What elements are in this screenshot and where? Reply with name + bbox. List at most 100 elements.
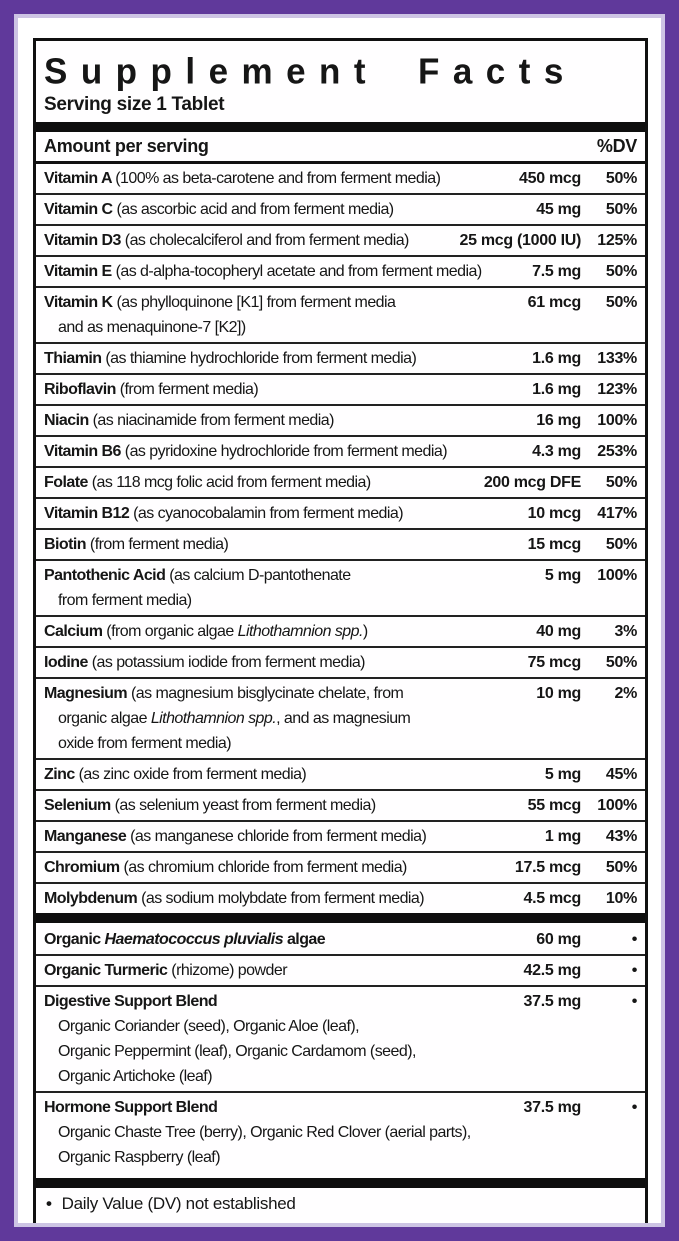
supplement-facts-panel: Supplement Facts Serving size 1 Tablet A… <box>33 38 648 1228</box>
table-row: Manganese (as manganese chloride from fe… <box>36 820 645 851</box>
dv-cell: 50% <box>605 654 637 672</box>
amount-cell: 42.5 mg <box>523 962 582 980</box>
ingredient-name-line: Iodine (as potassium iodide from ferment… <box>44 654 366 672</box>
panel-title: Supplement Facts <box>44 51 577 92</box>
ingredient-cell: Pantothenic Acid (as calcium D-pantothen… <box>44 563 491 613</box>
ingredient-subline: Organic Peppermint (leaf), Organic Carda… <box>58 1043 416 1061</box>
ingredient-name-line: Folate (as 118 mcg folic acid from ferme… <box>44 474 371 492</box>
dv-cell: • <box>631 1099 638 1117</box>
section-divider-top <box>36 122 645 133</box>
table-row: Riboflavin (from ferment media) 1.6 mg 123… <box>36 373 645 404</box>
table-row: Folate (as 118 mcg folic acid from ferme… <box>36 466 645 497</box>
ingredient-cell: Iodine (as potassium iodide from ferment… <box>44 650 491 675</box>
ingredient-cell: Vitamin E (as d-alpha-tocopheryl acetate… <box>44 259 491 284</box>
ingredient-cell: Biotin (from ferment media) <box>44 532 491 557</box>
dv-cell: 100% <box>597 567 637 585</box>
ingredient-name-line: Vitamin E (as d-alpha-tocopheryl acetate… <box>44 263 482 281</box>
amount-cell: 15 mcg <box>527 536 582 554</box>
ingredient-subline: Organic Coriander (seed), Organic Aloe (… <box>58 1018 360 1036</box>
ingredient-cell: Calcium (from organic algae Lithothamnio… <box>44 619 491 644</box>
table-row: Vitamin E (as d-alpha-tocopheryl acetate… <box>36 255 645 286</box>
table-row: Vitamin A (100% as beta-carotene and fro… <box>36 164 645 193</box>
amount-cell: 37.5 mg <box>523 993 582 1011</box>
ingredient-name-line: Riboflavin (from ferment media) <box>44 381 259 399</box>
ingredient-name-line: Digestive Support Blend <box>44 993 218 1011</box>
amount-cell: 7.5 mg <box>532 263 581 281</box>
nutrient-rows: Vitamin A (100% as beta-carotene and fro… <box>36 164 645 913</box>
amount-cell: 5 mg <box>544 766 581 784</box>
amount-cell: 4.3 mg <box>532 443 581 461</box>
dv-cell: 43% <box>605 828 637 846</box>
ingredient-cell: Molybdenum (as sodium molybdate from fer… <box>44 886 491 911</box>
amount-cell: 1.6 mg <box>532 381 581 399</box>
table-row: Organic Haematococcus pluvialis algae 60 … <box>36 925 645 954</box>
amount-cell: 1 mg <box>544 828 581 846</box>
dv-cell: 133% <box>597 350 637 368</box>
ingredient-name-line: Biotin (from ferment media) <box>44 536 229 554</box>
table-row: Chromium (as chromium chloride from ferm… <box>36 851 645 882</box>
ingredient-name-line: Niacin (as niacinamide from ferment medi… <box>44 412 334 430</box>
table-row: Vitamin K (as phylloquinone [K1] from fe… <box>36 286 645 342</box>
table-row: Magnesium (as magnesium bisglycinate che… <box>36 677 645 758</box>
dv-cell: 50% <box>605 474 637 492</box>
table-row: Zinc (as zinc oxide from ferment media) 5… <box>36 758 645 789</box>
ingredient-cell: Thiamin (as thiamine hydrochloride from … <box>44 346 491 371</box>
amount-cell: 37.5 mg <box>523 1099 582 1117</box>
amount-cell: 45 mg <box>536 201 581 219</box>
ingredient-subline: and as menaquinone-7 [K2]) <box>58 319 246 337</box>
dv-cell: 125% <box>597 232 637 250</box>
ingredient-name-line: Thiamin (as thiamine hydrochloride from … <box>44 350 417 368</box>
ingredient-name-line: Pantothenic Acid (as calcium D-pantothen… <box>44 567 351 585</box>
ingredient-cell: Vitamin B12 (as cyanocobalamin from ferm… <box>44 501 491 526</box>
dv-cell: 3% <box>614 623 637 641</box>
amount-cell: 61 mcg <box>527 294 582 312</box>
ingredient-name-line: Vitamin B6 (as pyridoxine hydrochloride … <box>44 443 448 461</box>
table-row: Hormone Support Blend Organic Chaste Tree… <box>36 1091 645 1172</box>
dv-cell: 100% <box>597 412 637 430</box>
ingredient-cell: Folate (as 118 mcg folic acid from ferme… <box>44 470 478 495</box>
amount-cell: 16 mg <box>536 412 581 430</box>
table-row: Vitamin B6 (as pyridoxine hydrochloride … <box>36 435 645 466</box>
ingredient-cell: Chromium (as chromium chloride from ferm… <box>44 855 491 880</box>
amount-cell: 40 mg <box>536 623 581 641</box>
amount-cell: 75 mcg <box>527 654 582 672</box>
dv-cell: 50% <box>605 263 637 281</box>
amount-cell: 25 mcg (1000 IU) <box>459 232 582 250</box>
ingredient-name-line: Molybdenum (as sodium molybdate from fer… <box>44 890 425 908</box>
dv-cell: 417% <box>597 505 637 523</box>
section-divider-botanicals <box>36 913 645 924</box>
ingredient-subline: from ferment media) <box>58 592 192 610</box>
daily-value-footnote: • Daily Value (DV) not established <box>36 1188 645 1216</box>
dv-cell: 45% <box>605 766 637 784</box>
ingredient-cell: Vitamin B6 (as pyridoxine hydrochloride … <box>44 439 491 464</box>
ingredient-cell: Manganese (as manganese chloride from fe… <box>44 824 491 849</box>
amount-cell: 450 mcg <box>519 170 581 188</box>
ingredient-cell: Vitamin K (as phylloquinone [K1] from fe… <box>44 290 491 340</box>
dv-cell: 50% <box>605 294 637 312</box>
table-row: Vitamin D3 (as cholecalciferol and from … <box>36 224 645 255</box>
table-row: Iodine (as potassium iodide from ferment… <box>36 646 645 677</box>
ingredient-subline: Organic Raspberry (leaf) <box>58 1149 221 1167</box>
ingredient-name-line: Chromium (as chromium chloride from ferm… <box>44 859 407 877</box>
table-row: Molybdenum (as sodium molybdate from fer… <box>36 882 645 913</box>
ingredient-cell: Digestive Support Blend Organic Coriander… <box>44 989 491 1089</box>
table-row: Digestive Support Blend Organic Coriander… <box>36 985 645 1091</box>
section-divider-footnote <box>36 1178 645 1189</box>
ingredient-name-line: Organic Haematococcus pluvialis algae <box>44 931 326 949</box>
ingredient-name-line: Vitamin B12 (as cyanocobalamin from ferm… <box>44 505 404 523</box>
ingredient-cell: Magnesium (as magnesium bisglycinate che… <box>44 681 491 756</box>
dv-cell: • <box>631 931 638 949</box>
ingredient-name-line: Vitamin C (as ascorbic acid and from fer… <box>44 201 394 219</box>
amount-cell: 1.6 mg <box>532 350 581 368</box>
ingredient-cell: Riboflavin (from ferment media) <box>44 377 491 402</box>
ingredient-name-line: Magnesium (as magnesium bisglycinate che… <box>44 685 404 703</box>
table-row: Vitamin C (as ascorbic acid and from fer… <box>36 193 645 224</box>
ingredient-cell: Vitamin A (100% as beta-carotene and fro… <box>44 166 491 191</box>
ingredient-name-line: Zinc (as zinc oxide from ferment media) <box>44 766 307 784</box>
dv-cell: 100% <box>597 797 637 815</box>
dv-cell: 50% <box>605 201 637 219</box>
dv-cell: 50% <box>605 536 637 554</box>
ingredient-subline: oxide from ferment media) <box>58 735 232 753</box>
amount-cell: 10 mcg <box>527 505 582 523</box>
amount-cell: 200 mcg DFE <box>483 474 581 492</box>
